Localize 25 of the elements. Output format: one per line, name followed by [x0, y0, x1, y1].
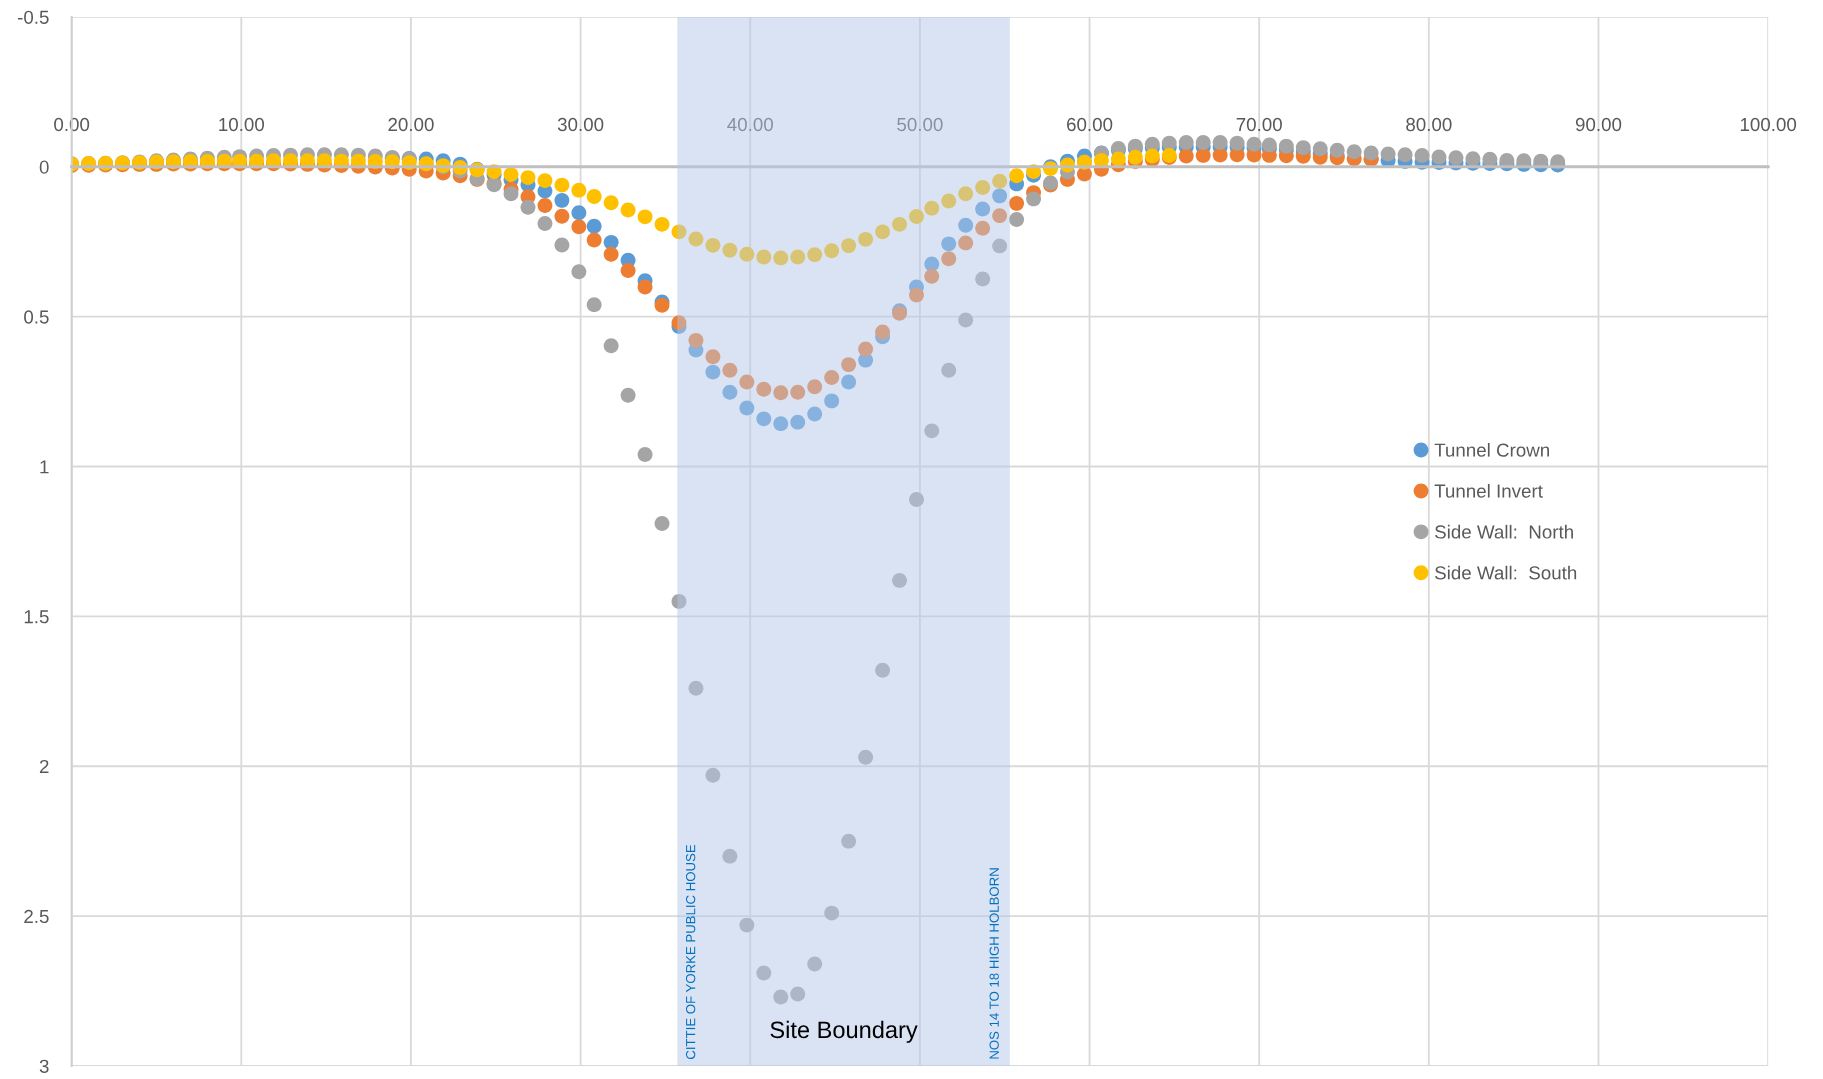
y-tick-label: 3 — [39, 1059, 49, 1073]
x-tick-label: 90.00 — [1575, 117, 1622, 132]
x-tick-label: 20.00 — [388, 117, 434, 132]
y-tick-label: 2 — [39, 759, 49, 774]
y-tick-label: 1 — [40, 460, 49, 474]
y-tick-label: 0.5 — [24, 310, 49, 324]
x-tick-label: 80.00 — [1406, 117, 1452, 132]
band-label: Site Boundary — [770, 1020, 918, 1043]
legend-label: Tunnel Crown — [1434, 443, 1549, 457]
y-tick-label: 1.5 — [24, 610, 49, 624]
annotation: NOS 14 TO 18 HIGH HOLBORN — [989, 868, 999, 1059]
y-tick-label: 2.5 — [24, 909, 49, 924]
x-tick-label: 40.00 — [727, 117, 773, 132]
y-tick-label: -0.5 — [17, 10, 49, 24]
x-tick-label: 60.00 — [1067, 117, 1113, 132]
y-tick-label: 0 — [39, 160, 49, 174]
legend-label: Side Wall: South — [1435, 565, 1577, 580]
annotation: CITTIE OF YORKE PUBLIC HOUSE — [685, 844, 696, 1059]
x-tick-label: 30.00 — [557, 117, 604, 132]
legend-label: Side Wall: North — [1435, 524, 1573, 539]
x-tick-label: 70.00 — [1236, 117, 1282, 132]
x-tick-label: 50.00 — [897, 117, 943, 132]
legend-label: Tunnel Invert — [1434, 483, 1543, 498]
x-tick-label: 100.00 — [1740, 117, 1797, 132]
x-tick-label: 10.00 — [219, 117, 265, 132]
